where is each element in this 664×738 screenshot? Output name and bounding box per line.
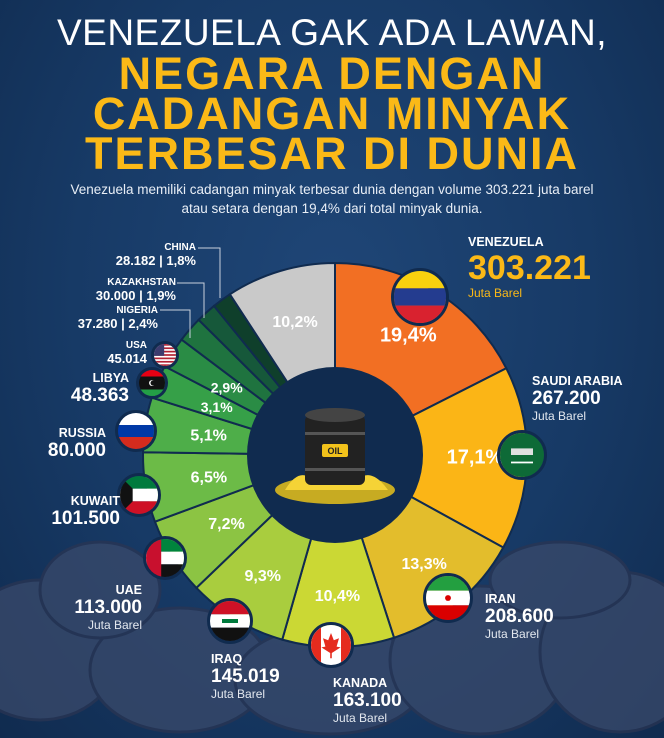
country-name: KANADA <box>333 676 388 690</box>
country-value: 48.363 <box>70 384 129 406</box>
country-value: 163.100 <box>333 689 402 711</box>
label-venezuela: VENEZUELA 303.221 Juta Barel <box>468 235 591 301</box>
percent-label: 3,1% <box>201 399 233 415</box>
percent-label: 17,1% <box>447 446 504 468</box>
iraq-flag-icon <box>207 598 253 644</box>
country-name: CHINA <box>164 242 196 253</box>
svg-text:OIL: OIL <box>328 446 344 456</box>
label-iraq: IRAQ 145.019 Juta Barel <box>211 652 280 701</box>
country-unit: Juta Barel <box>468 286 523 301</box>
label-kuwait: KUWAIT 101.500 <box>51 494 120 530</box>
country-unit: Juta Barel <box>211 686 266 701</box>
country-name: IRAQ <box>211 652 243 666</box>
percent-label: 9,3% <box>244 568 280 585</box>
percent-label: 10,4% <box>315 588 360 605</box>
country-name: VENEZUELA <box>468 235 544 249</box>
country-value: 80.000 <box>47 439 106 461</box>
leader-nigeria <box>160 309 191 338</box>
leader-china <box>198 247 221 298</box>
country-unit: Juta Barel <box>333 710 388 725</box>
subtitle: Venezuela memiliki cadangan minyak terbe… <box>70 182 594 216</box>
country-value: 45.014 <box>107 350 147 366</box>
percent-label: 6,5% <box>191 470 227 487</box>
percent-label: 5,1% <box>190 428 226 445</box>
country-unit: Juta Barel <box>532 408 587 423</box>
title-line-4: TERBESAR DI DUNIA <box>84 128 580 179</box>
oil-barrel-splash-icon: OIL <box>275 408 395 504</box>
title-line-3: CADANGAN MINYAK <box>92 88 572 139</box>
title-line-2: NEGARA DENGAN <box>118 48 546 99</box>
libya-flag-icon <box>136 367 168 399</box>
country-name: SAUDI ARABIA <box>532 374 623 388</box>
country-value: 101.500 <box>51 507 120 529</box>
label-usa: USA 45.014 <box>107 340 147 366</box>
label-russia: RUSSIA 80.000 <box>47 426 106 462</box>
uae-flag-icon <box>143 536 187 580</box>
country-name: RUSSIA <box>58 426 106 440</box>
percent-label: 7,2% <box>208 516 244 533</box>
leader-kazakhstan <box>177 282 205 318</box>
label-kazakhstan: KAZAKHSTAN 30.000 | 1,9% <box>96 277 176 303</box>
country-name: UAE <box>115 583 142 597</box>
country-unit: Juta Barel <box>485 626 540 641</box>
country-name: IRAN <box>485 592 516 606</box>
oil-barrels-background <box>0 540 664 736</box>
label-kanada: KANADA 163.100 Juta Barel <box>333 676 402 725</box>
label-china: CHINA 28.182 | 1,8% <box>116 242 196 268</box>
percent-label: 19,4% <box>380 325 437 347</box>
russia-flag-icon <box>115 410 157 452</box>
country-value: 145.019 <box>211 665 280 687</box>
saudi-arabia-flag-icon <box>497 430 547 480</box>
label-saudi-arabia: SAUDI ARABIA 267.200 Juta Barel <box>532 374 623 423</box>
percent-label: 2,9% <box>211 380 243 396</box>
country-value: 303.221 <box>468 248 591 287</box>
country-value: 30.000 | 1,9% <box>95 287 176 303</box>
kuwait-flag-icon <box>117 473 161 517</box>
label-nigeria: NIGERIA 37.280 | 2,4% <box>78 305 158 331</box>
usa-flag-icon <box>151 341 179 369</box>
country-name: USA <box>125 340 147 351</box>
country-value: 113.000 <box>74 596 142 618</box>
percent-label: 13,3% <box>401 556 446 573</box>
country-value: 267.200 <box>532 387 601 409</box>
country-value: 28.182 | 1,8% <box>115 252 196 268</box>
country-name: KAZAKHSTAN <box>107 277 176 288</box>
country-unit: Juta Barel <box>87 617 142 632</box>
label-uae: UAE 113.000 Juta Barel <box>74 583 142 632</box>
title-line-1: VENEZUELA GAK ADA LAWAN, <box>56 12 608 53</box>
canada-flag-icon <box>308 622 354 668</box>
label-iran: IRAN 208.600 Juta Barel <box>485 592 554 641</box>
label-libya: LIBYA 48.363 <box>70 371 129 407</box>
country-value: 37.280 | 2,4% <box>77 315 158 331</box>
country-value: 208.600 <box>485 605 554 627</box>
country-name: LIBYA <box>92 371 129 385</box>
country-name: NIGERIA <box>116 305 158 316</box>
country-name: KUWAIT <box>70 494 120 508</box>
percent-label: 10,2% <box>272 314 317 331</box>
iran-flag-icon <box>423 573 473 623</box>
venezuela-flag-icon <box>391 268 449 326</box>
